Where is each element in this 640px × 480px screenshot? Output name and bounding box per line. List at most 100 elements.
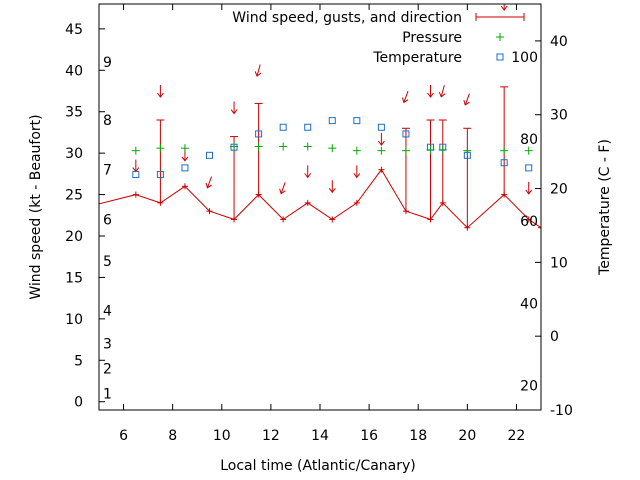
x-tick-label: 12 (262, 428, 280, 444)
x-tick-label: 18 (409, 428, 427, 444)
wind-direction-arrow (230, 101, 238, 115)
plot-content (99, 4, 541, 231)
arrow-head (205, 182, 212, 189)
x-tick-label: 6 (119, 428, 128, 444)
beaufort-label: 1 (103, 386, 112, 402)
arrow-shaft (280, 182, 286, 194)
legend-temperature-label: Temperature (372, 50, 462, 66)
arrow-head (254, 71, 262, 77)
pressure-point (463, 146, 472, 155)
wind-direction-arrow (401, 90, 409, 104)
beaufort-label: 8 (103, 113, 112, 129)
y2-tick-label: 0 (550, 329, 559, 345)
arrow-head (353, 173, 361, 179)
arrow-shaft (403, 90, 409, 103)
temperature-point (181, 164, 189, 172)
y2-tick-label: -10 (550, 403, 573, 419)
pressure-point (303, 142, 312, 151)
temperature-point (230, 143, 238, 151)
beaufort-label: 5 (103, 254, 112, 270)
temperature-point (353, 117, 361, 125)
temperature-point (279, 123, 287, 131)
temperature-point (402, 130, 410, 138)
fahrenheit-label: 80 (520, 132, 538, 148)
y-tick-label: 10 (65, 312, 83, 328)
wind-direction-arrow (254, 64, 262, 77)
arrow-shaft (256, 64, 261, 77)
wind-direction-arrow (205, 176, 213, 189)
wind-direction-arrow (525, 181, 533, 195)
beaufort-label: 4 (103, 304, 112, 320)
arrow-head (230, 109, 238, 115)
arrow-head (427, 92, 434, 98)
x-tick-label: 14 (311, 428, 329, 444)
x-tick-label: 22 (508, 428, 526, 444)
pressure-point (279, 142, 288, 151)
wind-direction-arrow (377, 133, 385, 146)
wind-direction-arrow (463, 93, 470, 106)
arrow-shaft (464, 93, 470, 106)
arrow-head (438, 91, 446, 98)
fahrenheit-label: 40 (520, 297, 538, 313)
arrow-head (401, 97, 409, 104)
arrow-shaft (440, 85, 445, 97)
wind-direction-arrow (304, 165, 312, 179)
beaufort-label: 9 (103, 55, 112, 71)
legend-wind-label: Wind speed, gusts, and direction (232, 10, 462, 26)
temperature-point (500, 159, 508, 167)
pressure-point (352, 146, 361, 155)
y-tick-label: 5 (74, 353, 83, 369)
arrow-head (525, 189, 533, 195)
y-axis-title: Wind speed (kt - Beaufort) (28, 114, 44, 299)
legend-pressure-marker (496, 33, 504, 41)
pressure-point (524, 146, 533, 155)
beaufort-label: 3 (103, 337, 112, 353)
fahrenheit-label: 60 (520, 214, 538, 230)
pressure-point (377, 146, 386, 155)
pressure-point (500, 146, 509, 155)
x-tick-label: 8 (168, 428, 177, 444)
legend: Wind speed, gusts, and direction Pressur… (232, 10, 525, 66)
x-tick-label: 16 (360, 428, 378, 444)
wind-direction-arrow (132, 159, 140, 173)
y-tick-label: 15 (65, 270, 83, 286)
arrow-head (156, 92, 164, 98)
temperature-point (156, 171, 164, 179)
wind-direction-arrow (500, 4, 508, 11)
arrow-head (181, 156, 189, 162)
wind-speed-line (99, 168, 541, 229)
beaufort-label: 6 (103, 212, 112, 228)
wind-direction-arrow (438, 85, 446, 98)
pressure-point (401, 146, 410, 155)
pressure-point (328, 144, 337, 153)
y2-tick-label: 20 (550, 182, 568, 198)
y2-axis-title: Temperature (C - F) (597, 139, 613, 276)
legend-pressure-label: Pressure (402, 30, 462, 46)
beaufort-label: 2 (103, 362, 112, 378)
temperature-point (525, 164, 533, 172)
wind-direction-arrow (427, 85, 434, 98)
pressure-point (180, 144, 189, 153)
arrow-head (328, 187, 336, 194)
temperature-point (206, 151, 213, 159)
y2-tick-label: 30 (550, 108, 568, 124)
arrow-head (377, 140, 385, 146)
y2-tick-label: 10 (550, 255, 568, 271)
pressure-point (131, 146, 140, 155)
arrow-head (500, 5, 508, 11)
temperature-point (463, 151, 471, 159)
temperature-point (328, 117, 336, 125)
temperature-point (439, 143, 447, 151)
temperature-point (304, 123, 312, 131)
arrow-head (463, 99, 470, 106)
y-tick-label: 25 (65, 188, 83, 204)
wind-direction-arrow (353, 165, 361, 179)
y-tick-label: 0 (74, 395, 83, 411)
plot-frame (98, 3, 542, 411)
temperature-point (132, 171, 140, 179)
x-tick-label: 20 (458, 428, 476, 444)
temperature-point (377, 123, 385, 131)
legend-temperature-marker (496, 53, 504, 61)
y-tick-label: 40 (65, 63, 83, 79)
